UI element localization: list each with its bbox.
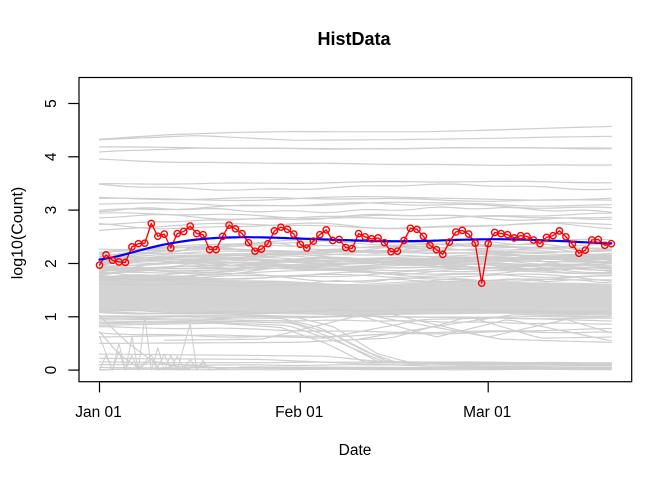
svg-text:Mar 01: Mar 01 [463, 404, 511, 421]
svg-text:Feb 01: Feb 01 [275, 404, 323, 421]
svg-text:Jan 01: Jan 01 [75, 404, 122, 421]
svg-text:0: 0 [43, 365, 60, 374]
svg-text:1: 1 [43, 312, 60, 321]
svg-text:4: 4 [43, 152, 60, 161]
svg-text:HistData: HistData [317, 29, 391, 49]
svg-text:Date: Date [339, 442, 372, 459]
svg-text:3: 3 [43, 206, 60, 215]
svg-text:log10(Count): log10(Count) [10, 187, 27, 280]
svg-text:2: 2 [43, 259, 60, 268]
svg-text:5: 5 [43, 99, 60, 108]
